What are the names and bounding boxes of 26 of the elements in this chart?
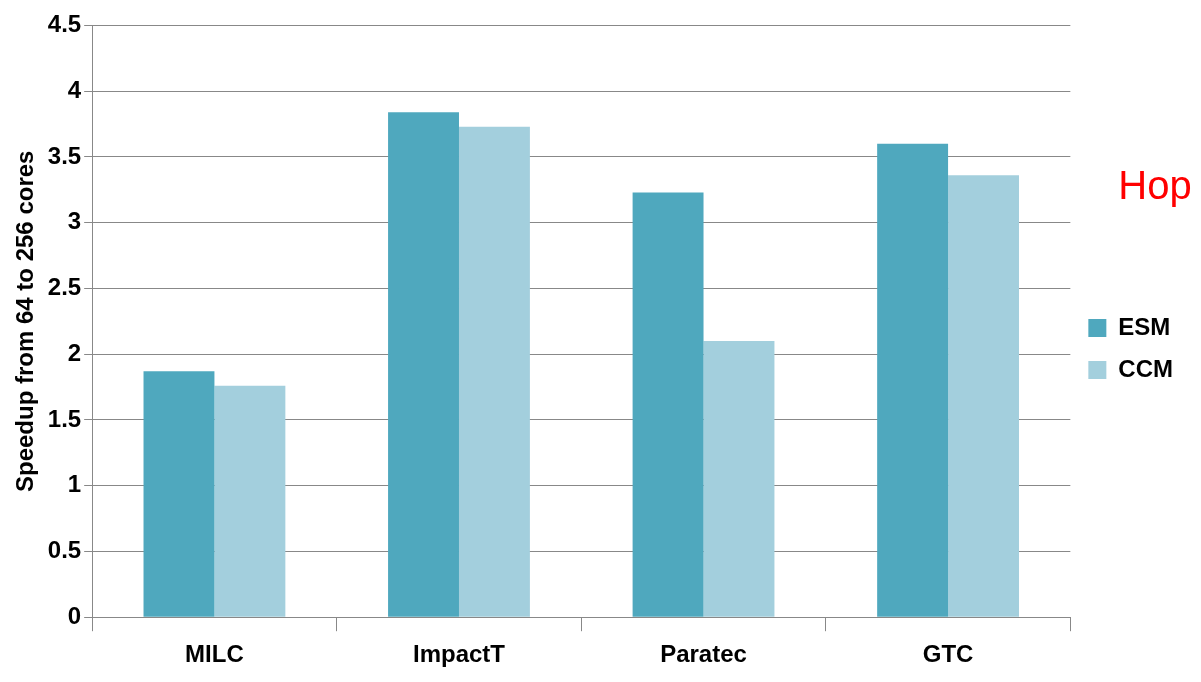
bar <box>948 175 1019 617</box>
x-tick-label: Paratec <box>660 640 747 668</box>
y-tick-label: 4.5 <box>47 10 82 38</box>
y-tick-label: 3 <box>67 207 82 235</box>
legend-label: ESM <box>1118 312 1171 340</box>
y-tick-label: 3.5 <box>47 141 82 169</box>
y-axis-title: Speedup from 64 to 256 cores <box>11 150 39 493</box>
bar <box>632 192 704 617</box>
y-tick-label: 0 <box>67 601 82 629</box>
bar <box>877 143 949 617</box>
y-tick-label: 4 <box>67 75 82 103</box>
x-tick-label: ImpactT <box>412 640 506 668</box>
bar <box>143 371 215 617</box>
y-tick-label: 0.5 <box>47 536 82 564</box>
text: Hop <box>1118 163 1192 208</box>
y-tick-label: 1.5 <box>47 404 82 432</box>
bar <box>703 341 775 617</box>
bar <box>388 112 459 617</box>
x-tick-label: GTC <box>922 640 974 668</box>
y-tick-label: 2 <box>67 338 82 366</box>
legend-label: CCM <box>1118 354 1173 382</box>
bar <box>458 126 530 617</box>
y-tick-label: 1 <box>67 470 82 498</box>
bar <box>214 385 286 617</box>
x-tick-label: MILC <box>185 640 244 668</box>
y-tick-label: 2.5 <box>47 273 82 301</box>
